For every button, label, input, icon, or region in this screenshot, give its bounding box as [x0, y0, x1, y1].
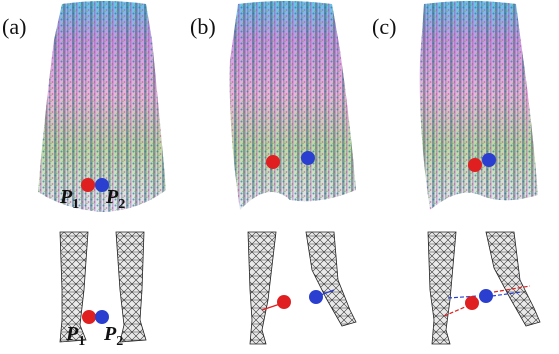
p1-label-upper-a: P1 [59, 186, 79, 212]
point-p2-upper-b [301, 151, 315, 165]
point-p1-lower-c [465, 296, 479, 310]
point-p1-lower-b [277, 295, 291, 309]
p2-label-upper-a: P2 [105, 186, 125, 212]
point-p1-upper-c [468, 158, 482, 172]
skirt-point-cloud-c [419, 1, 538, 210]
p2-label-lower-a: P2 [103, 323, 123, 349]
panel-b-label: (b) [190, 14, 216, 39]
point-p1-upper-b [266, 155, 280, 169]
point-p2-lower-c [479, 289, 493, 303]
legs-mesh-c [427, 231, 541, 345]
p2-link-line-c2 [491, 291, 523, 297]
p1-label-lower-a: P1 [65, 323, 85, 349]
skirt-point-cloud-a [38, 1, 166, 212]
p1-link-line-c2 [493, 285, 531, 293]
skirt-point-cloud-b [229, 1, 356, 210]
point-p1-upper-a [81, 178, 95, 192]
panel-c-label: (c) [372, 14, 396, 39]
panel-a-label: (a) [2, 14, 26, 39]
panel-a: (a) P1 P2 P1 P2 [2, 1, 166, 349]
legs-mesh-a [59, 231, 147, 343]
point-p2-lower-a [95, 310, 109, 324]
point-p1-lower-a [82, 310, 96, 324]
point-p2-lower-b [309, 290, 323, 304]
panel-c: (c) [372, 1, 541, 345]
point-p2-upper-c [482, 153, 496, 167]
panel-b: (b) [190, 1, 357, 345]
legs-mesh-b [247, 231, 357, 345]
point-p2-upper-a [95, 178, 109, 192]
